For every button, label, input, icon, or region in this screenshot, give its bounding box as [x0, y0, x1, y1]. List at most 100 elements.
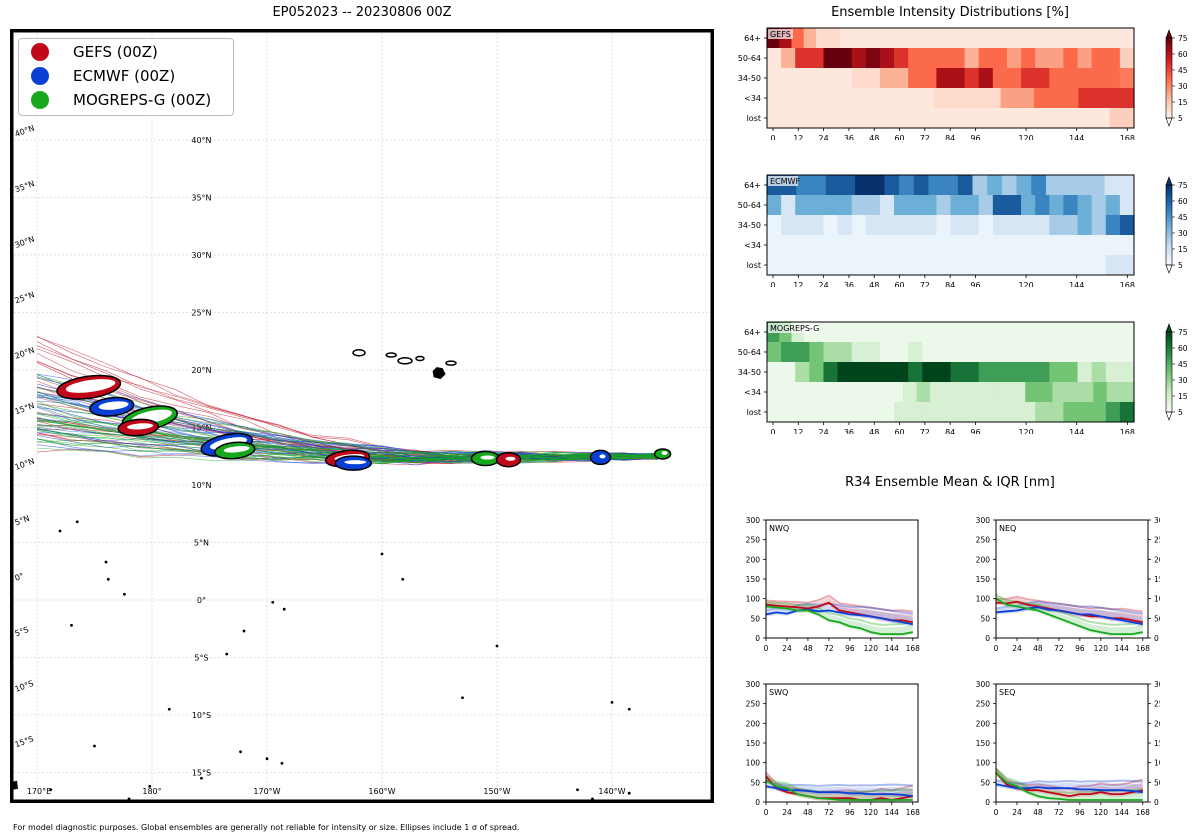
x-tick-label: 96	[970, 281, 980, 287]
island-dot	[461, 696, 464, 700]
heatmap-cell	[930, 382, 945, 403]
heatmap-cell	[964, 48, 980, 69]
heatmap-cell	[840, 108, 854, 129]
heatmap-title-bg	[768, 323, 819, 333]
colorbar-segment	[1166, 395, 1172, 400]
heatmap-cell	[1105, 48, 1121, 69]
heatmap-cell	[1109, 322, 1123, 343]
heatmap-cell	[962, 108, 976, 129]
x-tick-label: 168	[1120, 428, 1135, 434]
heatmap-cell	[926, 28, 939, 49]
x-tick-label: 0	[994, 644, 999, 653]
heatmap-cell	[889, 88, 902, 109]
colorbar-segment	[1166, 382, 1172, 386]
y-tick-label: 200	[1154, 719, 1160, 728]
colorbar-segment	[1166, 362, 1172, 366]
x-tick-label: 120	[1018, 134, 1033, 140]
x-tick-label: 168	[1136, 644, 1151, 653]
heatmap-cell	[1091, 362, 1107, 383]
heatmap-cell	[913, 28, 927, 49]
heatmap-cell	[1105, 342, 1121, 363]
island-dot	[282, 607, 286, 611]
colorbar-segment	[1166, 355, 1172, 360]
island-dot	[93, 744, 96, 748]
island-dot	[148, 784, 152, 788]
heatmap-cell	[1079, 382, 1094, 403]
island-dot	[271, 600, 275, 604]
heatmap-cell	[1006, 342, 1022, 363]
legend-label-mogreps: MOGREPS-G (00Z)	[73, 91, 212, 109]
heatmap-cell	[1021, 342, 1036, 363]
lat-label: 15°S	[192, 769, 211, 778]
heatmap-cell	[950, 48, 966, 69]
colorbar-segment	[1166, 368, 1172, 373]
heatmap-cell	[1049, 342, 1065, 363]
heatmap-cell	[950, 255, 966, 276]
lon-label: 150°W	[483, 787, 510, 796]
heatmap-cell	[1119, 175, 1135, 196]
heatmap-cell	[828, 322, 841, 343]
heatmap-cell	[781, 255, 796, 276]
colorbar-segment	[1166, 68, 1172, 72]
x-tick-label: 36	[844, 281, 854, 287]
y-tick-label: 50	[1154, 614, 1160, 623]
heatmap-cell	[987, 175, 1003, 196]
heatmap-cell	[908, 48, 923, 69]
iqr-upper-line	[765, 594, 913, 613]
heatmap-cell	[767, 362, 782, 383]
mean-line-mogreps-g	[995, 771, 1143, 801]
heatmap-cell	[1063, 402, 1079, 423]
heatmap-cell	[809, 48, 825, 69]
x-tick-label: 84	[945, 134, 955, 140]
x-tick-label: 72	[824, 644, 834, 653]
heatmap-cell	[828, 28, 841, 49]
heatmap-cell	[1022, 88, 1035, 109]
heatmap-cell	[950, 362, 966, 383]
heatmap-cell	[867, 88, 879, 109]
lat-label: 35°N	[191, 194, 211, 203]
x-tick-label: 72	[920, 428, 930, 434]
heatmap-cell	[823, 255, 839, 276]
heatmap-cell	[964, 215, 980, 236]
y-tick-label: 150	[1154, 575, 1160, 584]
heatmap-cell	[823, 195, 839, 216]
ensemble-track	[36, 362, 659, 460]
y-tick-label: <34	[744, 388, 761, 397]
heatmap-cell	[1119, 215, 1135, 236]
heatmap-cell	[879, 195, 895, 216]
heatmap-cell	[964, 402, 980, 423]
colorbar-segment	[1166, 345, 1172, 350]
heatmap-cell	[967, 88, 979, 109]
heatmap-cell	[889, 382, 904, 403]
heatmap-cell	[913, 235, 927, 256]
x-tick-label: 0	[994, 808, 999, 817]
heatmap-cell	[957, 175, 974, 196]
lon-label: 170°E	[27, 787, 51, 796]
heatmap-cell	[1035, 342, 1050, 363]
x-tick-label: 24	[819, 281, 829, 287]
y-tick-label: 50	[980, 614, 990, 623]
heatmap-cell	[1052, 382, 1067, 403]
heatmap-cell	[795, 342, 810, 363]
heatmap-cell	[1056, 88, 1068, 109]
heatmap-cell	[1104, 175, 1120, 196]
heatmap-cell	[944, 88, 957, 109]
heatmap-cell	[894, 402, 909, 423]
heatmap-cell	[781, 68, 796, 89]
heatmap-cell	[1091, 215, 1107, 236]
y-tick-label: 250	[976, 536, 991, 545]
heatmap-cell	[864, 235, 878, 256]
heatmap-cell	[950, 28, 964, 49]
x-tick-label: 60	[894, 134, 904, 140]
lon-label: 160°W	[368, 787, 395, 796]
heatmap-cell	[950, 322, 964, 343]
heatmap-cell	[1048, 28, 1062, 49]
colorbar-segment	[1166, 185, 1172, 189]
heatmap-cell	[1021, 255, 1036, 276]
island	[397, 357, 413, 365]
island-dot	[200, 776, 203, 780]
heatmap-cell	[992, 402, 1008, 423]
island	[445, 360, 457, 366]
heatmap-cell	[1119, 342, 1135, 363]
y-tick-label: 200	[1154, 555, 1160, 564]
